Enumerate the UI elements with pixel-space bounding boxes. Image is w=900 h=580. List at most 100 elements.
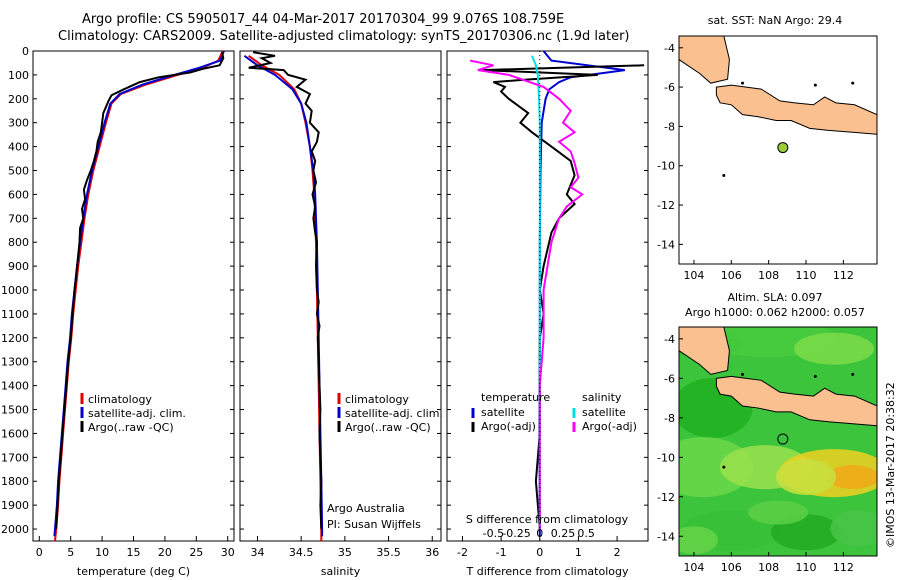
map_sst-ytick-label: -10 — [657, 160, 675, 173]
difference-xlabel: T difference from climatology — [466, 565, 629, 578]
sla-field-cell — [826, 465, 877, 490]
map_sst-xtick-label: 104 — [683, 269, 704, 282]
difference-legend-label: satellite — [481, 406, 525, 419]
map_sla-ytick-label: -6 — [664, 372, 675, 385]
map_sst-ytick-label: -12 — [657, 199, 675, 212]
salinity-xtick-label: 34.5 — [289, 546, 314, 559]
difference-top-tick-label: -0.25 — [502, 527, 530, 540]
temperature-legend-label: satellite-adj. clim. — [88, 407, 186, 420]
map_sst-xtick-label: 106 — [721, 269, 742, 282]
depth-tick-label: 1500 — [1, 404, 29, 417]
sla-map-title-line2: Argo h1000: 0.062 h2000: 0.057 — [685, 306, 865, 319]
island-marker — [813, 83, 817, 87]
temperature-legend-label: climatology — [88, 393, 152, 406]
island-marker — [722, 465, 726, 469]
depth-tick-label: 1800 — [1, 475, 29, 488]
difference-xtick-label: 1 — [575, 546, 582, 559]
difference-xtick-label: -1 — [496, 546, 507, 559]
sla-field-cell — [776, 459, 837, 496]
argo-float-position-marker — [777, 142, 789, 154]
island-marker — [851, 81, 855, 85]
figure-title-line1: Argo profile: CS 5905017_44 04-Mar-2017 … — [82, 12, 565, 27]
sla-field-cell — [748, 500, 808, 525]
difference-top-tick-label: 0 — [536, 527, 543, 540]
map_sst-ytick-label: -6 — [664, 81, 675, 94]
difference-legend-label: Argo(-adj) — [582, 420, 637, 433]
difference-series-line — [470, 59, 585, 529]
salinity-annotation-line2: PI: Susan Wijffels — [327, 518, 421, 531]
land-java — [715, 84, 877, 135]
island-marker — [813, 374, 817, 378]
island-marker — [722, 174, 726, 178]
map_sst-plot-area — [679, 36, 877, 178]
temperature-series-line — [53, 51, 225, 537]
difference-xtick-label: 2 — [614, 546, 621, 559]
depth-tick-label: 0 — [22, 45, 29, 58]
salinity-legend-label: climatology — [345, 393, 409, 406]
salinity-xtick-label: 35.5 — [376, 546, 401, 559]
salinity-xtick-label: 36 — [425, 546, 439, 559]
map_sst-frame — [678, 35, 878, 265]
temperature-xlabel: temperature (deg C) — [77, 565, 190, 578]
difference-series-line — [531, 55, 541, 529]
map_sst-ytick-label: -4 — [664, 42, 675, 55]
difference-top-tick-label: 0.5 — [577, 527, 595, 540]
depth-tick-label: 900 — [8, 260, 29, 273]
salinity-annotation-line1: Argo Australia — [327, 502, 405, 515]
salinity-xtick-label: 34 — [250, 546, 264, 559]
salinity-panel: 34 34.5 35 35.5 36 salinity climatologysatelli… — [239, 50, 443, 578]
salinity-frame — [239, 50, 442, 542]
temperature-panel: 0 5 10 15 20 25 300100200300400500600700800900… — [1, 45, 235, 578]
argo-float-position-marker — [777, 433, 789, 445]
map_sla-plot-area — [679, 327, 877, 556]
difference-legend-salinity-heading: salinity — [582, 391, 622, 404]
map_sla-xtick-label: 104 — [683, 561, 704, 574]
difference-legend-label: Argo(-adj) — [481, 420, 536, 433]
sst-map-panel: sat. SST: NaN Argo: 29.4 104 106 108 110 112 -… — [657, 14, 878, 282]
map_sla-ytick-label: -12 — [657, 491, 675, 504]
depth-tick-label: 1200 — [1, 332, 29, 345]
map_sla-ytick-label: -10 — [657, 451, 675, 464]
depth-tick-label: 2000 — [1, 523, 29, 536]
temperature-series-line — [54, 51, 224, 541]
difference-frame — [446, 50, 649, 542]
depth-tick-label: 200 — [8, 93, 29, 106]
difference-series-line — [481, 64, 645, 530]
difference-top-tick-label: -0.5 — [483, 527, 504, 540]
sla-field-cell — [794, 332, 875, 365]
map_sla-ytick-label: -8 — [664, 412, 675, 425]
map_sst-ytick-label: -14 — [657, 238, 675, 251]
sla-field-cell — [679, 526, 718, 555]
depth-tick-label: 700 — [8, 212, 29, 225]
map_sla-ytick-label: -14 — [657, 530, 675, 543]
map_sla-xtick-label: 112 — [833, 561, 854, 574]
temperature-xtick-label: 20 — [158, 546, 172, 559]
temperature-xtick-label: 0 — [36, 546, 43, 559]
island-marker — [741, 81, 745, 85]
difference-panel: -2 -1 0 1 2 T difference from climatology -0.5… — [446, 50, 649, 578]
depth-tick-label: 800 — [8, 236, 29, 249]
island-marker — [851, 372, 855, 376]
sst-map-title: sat. SST: NaN Argo: 29.4 — [708, 14, 842, 27]
temperature-xtick-label: 15 — [127, 546, 141, 559]
land-sumatra — [679, 36, 730, 84]
difference-legend-temperature-heading: temperature — [481, 391, 550, 404]
temperature-xtick-label: 30 — [221, 546, 235, 559]
difference-top-tick-label: 0.25 — [551, 527, 576, 540]
depth-tick-label: 300 — [8, 117, 29, 130]
salinity-xlabel: salinity — [321, 565, 361, 578]
depth-tick-label: 1300 — [1, 356, 29, 369]
land-sumatra — [679, 327, 730, 375]
salinity-series-line — [248, 51, 323, 530]
island-marker — [741, 372, 745, 376]
salinity-series-line — [248, 54, 323, 541]
depth-tick-label: 600 — [8, 188, 29, 201]
temperature-legend-label: Argo(..raw -QC) — [88, 421, 174, 434]
depth-tick-label: 400 — [8, 141, 29, 154]
temperature-series-line — [55, 52, 225, 530]
depth-tick-label: 1900 — [1, 499, 29, 512]
difference-xtick-label: 0 — [536, 546, 543, 559]
sla-field-cell — [830, 510, 877, 547]
temperature-xtick-label: 10 — [95, 546, 109, 559]
